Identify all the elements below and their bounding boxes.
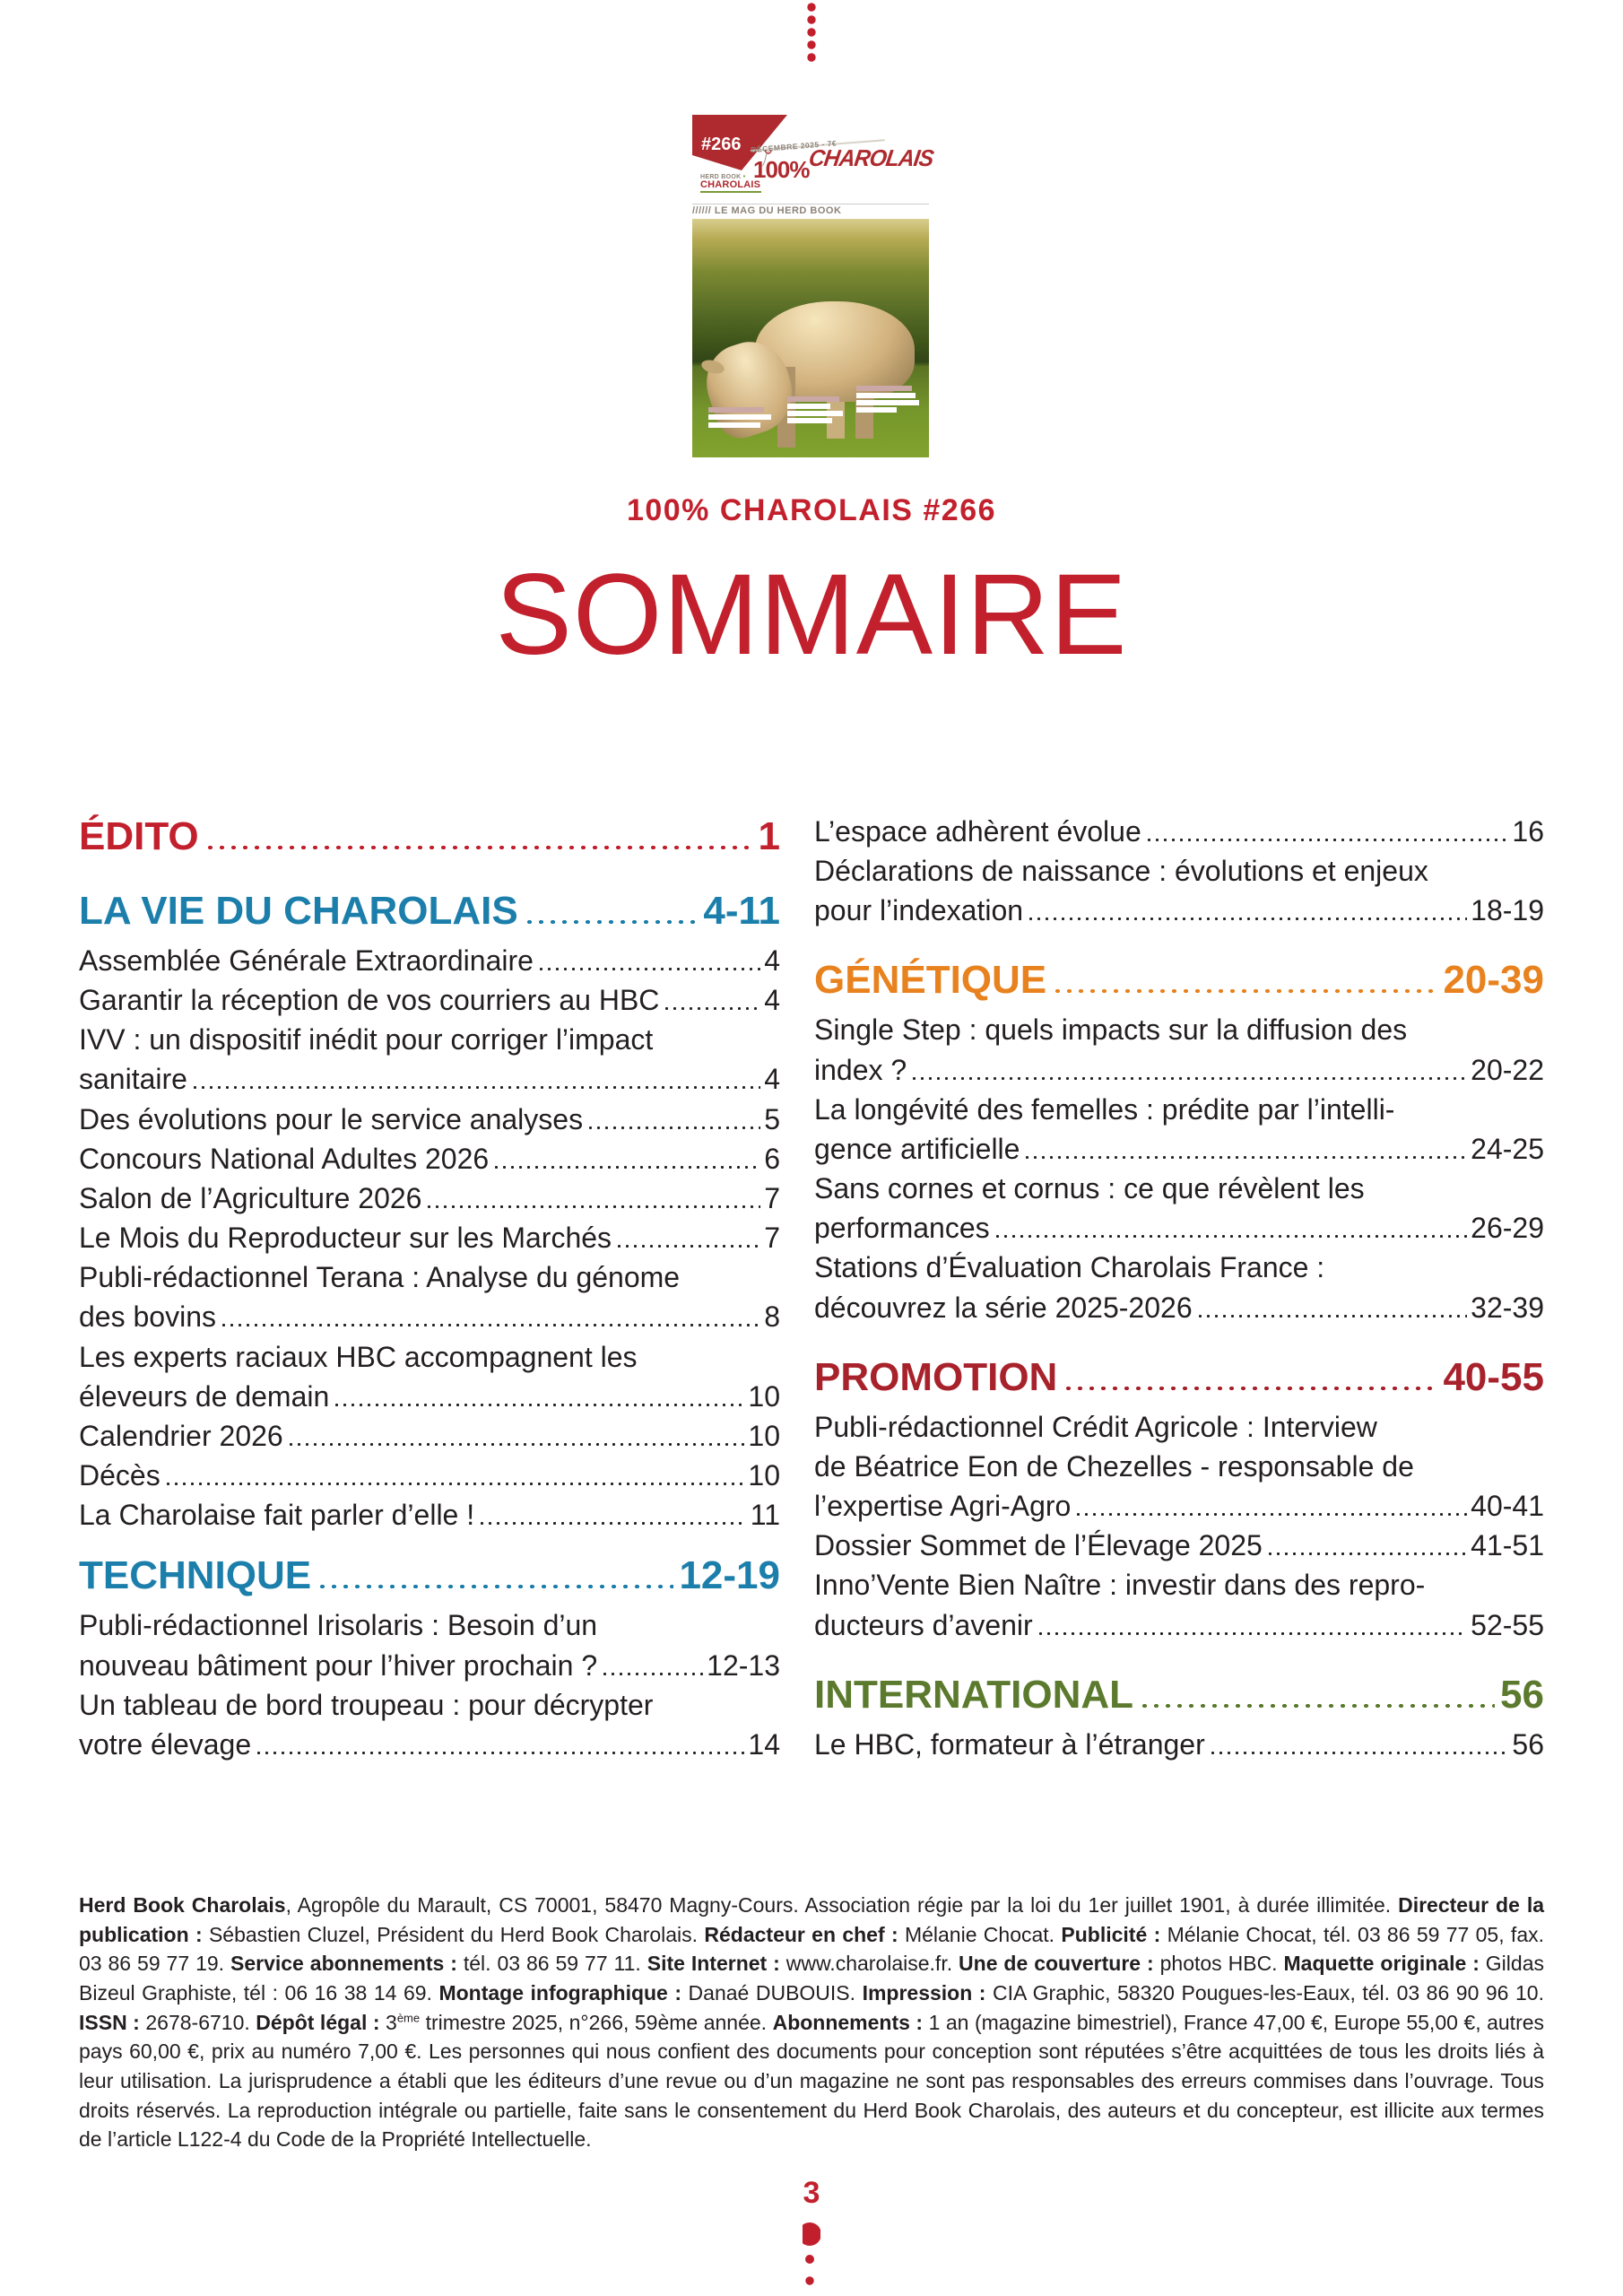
svg-text:#266: #266 <box>701 135 742 154</box>
